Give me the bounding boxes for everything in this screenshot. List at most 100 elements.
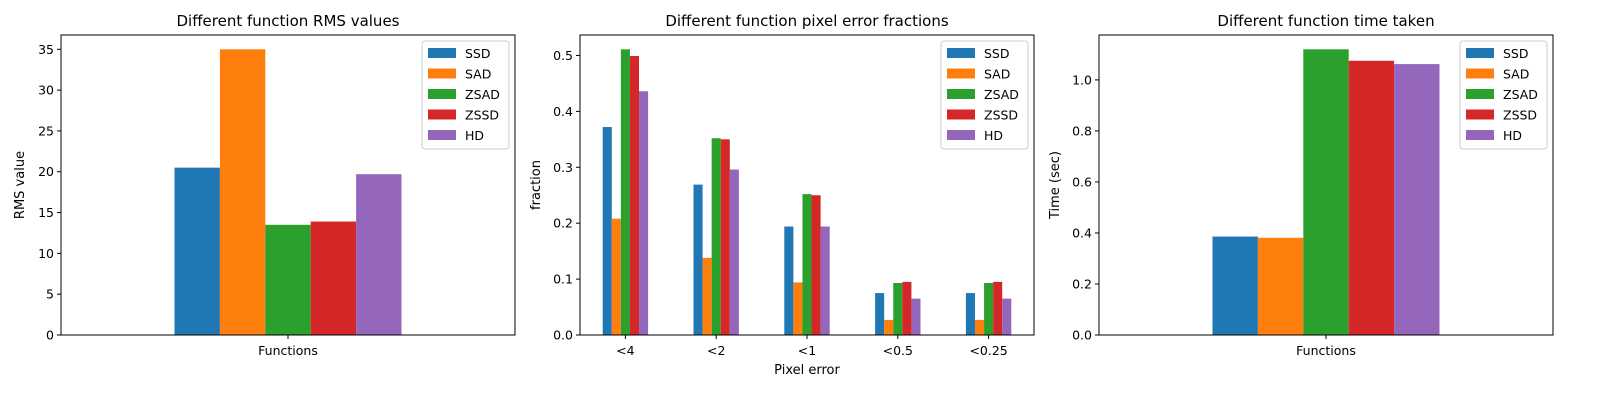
legend: SSD SAD ZSAD ZSSD HD [1459, 40, 1548, 150]
bar-ssd-5 [965, 293, 975, 335]
legend-swatch-ssd [428, 48, 456, 58]
chart-panel-3: SSD SAD ZSAD ZSSD HD [1095, 34, 1554, 339]
y-axis-label: Time (sec) [1048, 151, 1063, 220]
y-tick-label: 0.6 [1072, 174, 1092, 189]
x-axis-label: Pixel error [774, 363, 840, 378]
legend-swatch-ssd [947, 48, 975, 58]
bar-sad-1 [611, 218, 621, 335]
legend-label-zsad: ZSAD [1503, 87, 1538, 102]
y-tick-label: 0.1 [553, 272, 573, 287]
legend-label-sad: SAD [1503, 67, 1529, 82]
bar-zssd-2 [720, 139, 730, 335]
legend-label-hd: HD [984, 128, 1003, 143]
x-tick-label: <1 [798, 343, 816, 358]
legend-box [421, 40, 510, 150]
y-tick-label: 0.5 [553, 48, 573, 63]
legend-swatch-zsad [1466, 89, 1494, 99]
bar-zsad-4 [893, 283, 903, 335]
y-tick-label: 0.2 [553, 216, 573, 231]
y-tick-label: 15 [38, 205, 54, 220]
legend-swatch-sad [1466, 68, 1494, 79]
legend-swatch-sad [947, 68, 975, 79]
y-tick-label: 0.0 [1072, 328, 1092, 343]
legend-label-zssd: ZSSD [1503, 108, 1537, 123]
legend-box [940, 40, 1029, 150]
bar-sad-1 [219, 49, 266, 336]
bar-zssd-1 [310, 221, 357, 335]
bar-zsad-1 [620, 49, 630, 335]
y-tick-label: 0.3 [553, 160, 573, 175]
bar-zssd-3 [811, 195, 821, 335]
bar-hd-1 [639, 91, 649, 335]
legend-label-hd: HD [1503, 128, 1522, 143]
legend-swatch-zsad [947, 89, 975, 99]
bar-zssd-5 [993, 281, 1003, 335]
bar-zssd-1 [1348, 60, 1395, 335]
legend-label-ssd: SSD [465, 46, 491, 61]
chart-title: Different function RMS values [177, 12, 400, 30]
y-tick-label: 0.4 [553, 104, 573, 119]
bar-sad-3 [793, 282, 803, 335]
bar-ssd-1 [174, 167, 220, 335]
bar-zsad-1 [1303, 49, 1349, 336]
legend-swatch-hd [1466, 130, 1494, 140]
bar-ssd-3 [784, 226, 794, 335]
legend-label-ssd: SSD [984, 46, 1010, 61]
bar-ssd-4 [875, 293, 885, 335]
bar-zssd-4 [902, 281, 912, 335]
y-tick-label: 5 [46, 287, 54, 302]
y-tick-label: 0.0 [553, 328, 573, 343]
x-tick-label: <2 [707, 343, 725, 358]
bar-hd-1 [1394, 64, 1440, 335]
bar-ssd-1 [602, 127, 612, 335]
legend-swatch-zssd [428, 109, 456, 120]
legend-label-zsad: ZSAD [465, 87, 500, 102]
bar-sad-5 [974, 319, 985, 335]
y-tick-label: 0.4 [1072, 225, 1092, 240]
bar-ssd-2 [693, 184, 703, 335]
legend-swatch-sad [428, 68, 456, 79]
bar-sad-1 [1257, 237, 1304, 335]
bar-sad-4 [884, 319, 894, 335]
x-tick-label: Functions [1296, 343, 1356, 358]
bar-hd-5 [1002, 298, 1012, 335]
chart-title: Different function time taken [1217, 12, 1434, 30]
legend-label-sad: SAD [465, 67, 491, 82]
legend-swatch-zssd [947, 109, 975, 120]
y-tick-label: 25 [38, 123, 54, 138]
bar-zsad-2 [711, 138, 721, 335]
y-tick-label: 35 [38, 42, 54, 57]
y-tick-label: 30 [38, 83, 54, 98]
x-tick-label: Functions [258, 343, 318, 358]
legend-label-hd: HD [465, 128, 484, 143]
y-tick-label: 0.2 [1072, 276, 1092, 291]
legend-swatch-ssd [1466, 48, 1494, 58]
bar-hd-1 [356, 174, 402, 335]
legend-label-zssd: ZSSD [465, 108, 499, 123]
chart-panel-2: SSD SAD ZSAD ZSSD HD [576, 34, 1035, 339]
legend-swatch-hd [947, 130, 975, 140]
bar-zssd-1 [629, 56, 640, 336]
legend-box [1459, 40, 1548, 150]
x-tick-label: <0.5 [883, 343, 913, 358]
bar-hd-4 [911, 298, 921, 335]
chart-panel-1: SSD SAD ZSAD ZSSD HD [57, 34, 516, 339]
legend: SSD SAD ZSAD ZSSD HD [940, 40, 1029, 150]
legend-label-zsad: ZSAD [984, 87, 1019, 102]
legend: SSD SAD ZSAD ZSSD HD [421, 40, 510, 150]
bar-ssd-1 [1212, 236, 1258, 335]
bar-zsad-3 [802, 194, 812, 335]
legend-swatch-zssd [1466, 109, 1494, 120]
legend-swatch-hd [428, 130, 456, 140]
y-tick-label: 1.0 [1072, 72, 1092, 87]
chart-title: Different function pixel error fractions [665, 12, 949, 30]
legend-swatch-zsad [428, 89, 456, 99]
y-tick-label: 0.8 [1072, 123, 1092, 138]
y-tick-label: 10 [38, 246, 54, 261]
y-tick-label: 20 [38, 164, 54, 179]
bar-zsad-1 [265, 224, 311, 335]
bar-zsad-5 [984, 283, 994, 335]
bar-hd-3 [820, 226, 830, 335]
